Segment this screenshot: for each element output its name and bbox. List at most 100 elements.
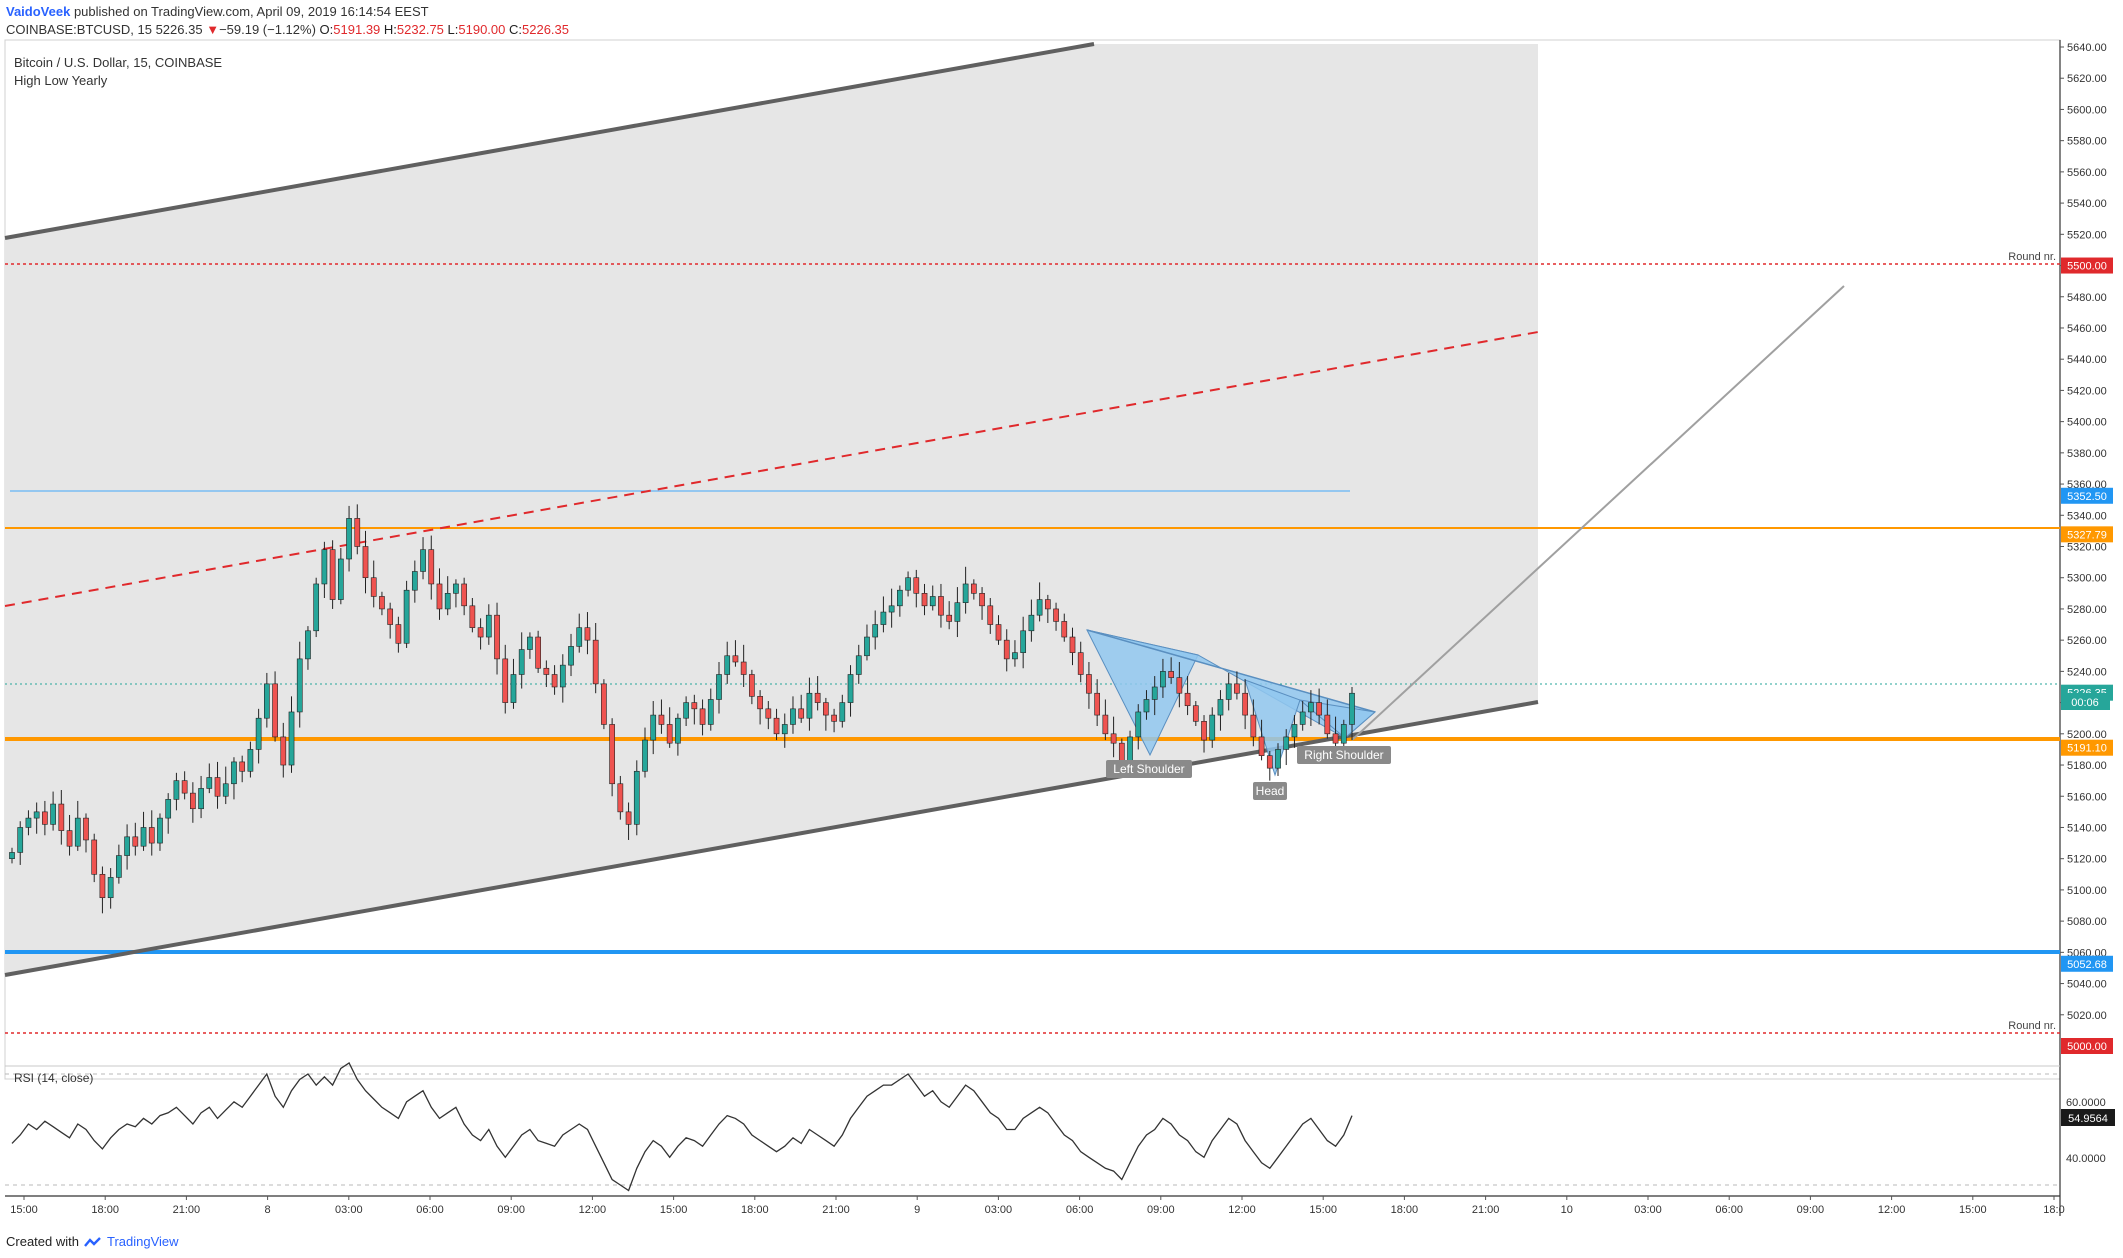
candle-body — [25, 817, 32, 828]
candle-body — [469, 605, 476, 628]
round-nr-lower-note: Round nr. — [2008, 1020, 2056, 1032]
candle-body — [954, 602, 961, 622]
price-tick-label: 5260.00 — [2067, 635, 2107, 647]
candle-body — [370, 577, 377, 597]
price-tick-label: 5100.00 — [2067, 885, 2107, 897]
time-tick-label: 18:0 — [2043, 1204, 2064, 1216]
price-label-text: 5000.00 — [2067, 1041, 2107, 1053]
candle-body — [1258, 736, 1265, 756]
candle-body — [17, 827, 24, 853]
time-tick-label: 06:00 — [1715, 1204, 1743, 1216]
candle-body — [485, 614, 492, 638]
candle-body — [411, 571, 418, 591]
candle-body — [1275, 749, 1281, 769]
time-tick-label: 15:00 — [1959, 1204, 1987, 1216]
candle-body — [1044, 599, 1051, 610]
candle-body — [255, 717, 262, 750]
candle-body — [773, 717, 780, 735]
candle-body — [535, 636, 541, 669]
candle-body — [1036, 599, 1043, 616]
candle-body — [1151, 686, 1158, 700]
author-link[interactable]: VaidoVeek — [6, 4, 71, 19]
candle-body — [1020, 630, 1027, 653]
candle-body — [1192, 705, 1199, 722]
candle-body — [173, 780, 180, 800]
candle-body — [1324, 714, 1331, 735]
candle-body — [1102, 714, 1109, 735]
candles-group — [9, 504, 1355, 914]
candle-body — [263, 683, 270, 719]
candle-body — [650, 714, 657, 741]
channel-top-line[interactable] — [4, 42, 1095, 240]
time-tick-label: 03:00 — [1634, 1204, 1662, 1216]
candle-body — [1012, 652, 1018, 660]
candle-body — [1094, 692, 1101, 716]
candle-body — [617, 783, 624, 813]
price-change: −59.19 (−1.12%) — [219, 22, 316, 37]
price-label-text: 5327.79 — [2067, 529, 2107, 541]
candle-body — [1168, 671, 1174, 678]
candle-body — [987, 605, 994, 625]
time-tick-label: 18:00 — [91, 1204, 119, 1216]
tradingview-brand[interactable]: TradingView — [106, 1234, 179, 1249]
projection-line[interactable] — [1351, 285, 1845, 741]
candle-body — [1225, 683, 1232, 700]
candle-body — [691, 702, 698, 710]
candle-body — [740, 661, 747, 675]
price-axis[interactable]: 5020.005040.005060.005080.005100.005120.… — [2060, 42, 2107, 1022]
time-tick-label: 21:00 — [173, 1204, 201, 1216]
candle-body — [91, 839, 98, 875]
candle-body — [1028, 614, 1035, 632]
price-label-badge — [2061, 257, 2113, 274]
footer: Created with TradingView — [6, 1234, 179, 1249]
candle-body — [214, 777, 221, 797]
channel-mid-line[interactable] — [4, 331, 1539, 607]
candle-body — [888, 605, 895, 613]
price-tick-label: 5140.00 — [2067, 822, 2107, 834]
published-text: published on TradingView.com, April 09, … — [73, 4, 429, 19]
candle-body — [609, 724, 615, 785]
candle-body — [732, 655, 739, 663]
candle-body — [1291, 724, 1298, 738]
candle-body — [296, 658, 303, 713]
candle-body — [757, 696, 763, 710]
candle-body — [880, 611, 887, 625]
time-tick-label: 18:00 — [1391, 1204, 1419, 1216]
candle-body — [559, 664, 566, 688]
candle-body — [313, 583, 320, 632]
candle-body — [658, 714, 665, 725]
time-tick-label: 06:00 — [1066, 1204, 1094, 1216]
candle-body — [897, 589, 903, 607]
candle-body — [107, 877, 114, 899]
price-tick-label: 5280.00 — [2067, 604, 2107, 616]
candle-body — [99, 873, 106, 899]
candle-body — [116, 855, 122, 878]
candle-body — [1118, 742, 1125, 763]
candle-body — [823, 702, 829, 716]
round-nr-upper-note: Round nr. — [2008, 251, 2056, 263]
candle-body — [198, 788, 204, 810]
candle-body — [444, 593, 451, 610]
price-tick-label: 5520.00 — [2067, 229, 2107, 241]
candle-body — [1209, 714, 1216, 741]
rsi-value: 54.9564 — [2068, 1113, 2108, 1125]
candle-body — [592, 639, 599, 685]
candle-body — [1250, 714, 1257, 738]
candle-body — [1234, 683, 1240, 694]
candle-body — [1308, 702, 1314, 713]
candle-body — [50, 803, 56, 825]
candle-body — [1332, 733, 1339, 744]
countdown-label: 00:06 — [2071, 697, 2099, 709]
price-tick-label: 5640.00 — [2067, 42, 2107, 54]
price-label-badge — [2061, 526, 2113, 543]
price-label-group: 5500.005352.505327.795226.355191.105052.… — [2061, 257, 2113, 1054]
candle-body — [790, 708, 796, 725]
price-label-text: 5191.10 — [2067, 743, 2107, 755]
rsi-label: RSI (14, close) — [14, 1071, 93, 1085]
candle-body — [683, 702, 689, 719]
head-label: Head — [1256, 784, 1285, 798]
candle-body — [305, 630, 311, 660]
open-value: 5191.39 — [333, 22, 381, 37]
time-axis[interactable]: 15:00 18:00 21:00 8 03:00 06:00 09:00 12:00 15:0… — [10, 1196, 2065, 1216]
